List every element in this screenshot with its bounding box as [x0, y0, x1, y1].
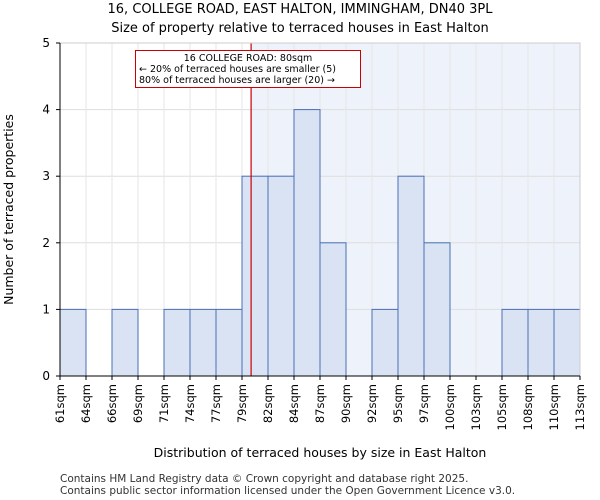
property-annotation-box: 16 COLLEGE ROAD: 80sqm ← 20% of terraced… — [135, 50, 361, 88]
y-tick-label: 1 — [42, 302, 50, 316]
x-tick-label: 74sqm — [183, 384, 197, 423]
histogram-bar — [59, 308, 87, 377]
x-tick-label: 71sqm — [157, 384, 171, 423]
histogram-bar — [163, 308, 191, 377]
y-tick-label: 3 — [42, 169, 50, 183]
y-tick-label: 4 — [42, 103, 50, 117]
x-tick-label: 69sqm — [131, 384, 145, 423]
x-tick-label: 77sqm — [209, 384, 223, 423]
chart-title-line2: Size of property relative to terraced ho… — [111, 21, 489, 36]
annotation-property-size: 16 COLLEGE ROAD: 80sqm — [183, 53, 313, 64]
x-tick-label: 92sqm — [365, 384, 379, 423]
histogram-bar — [241, 175, 269, 377]
y-axis-title: Number of terraced properties — [1, 114, 16, 305]
x-tick-label: 108sqm — [521, 384, 535, 430]
x-tick-label: 90sqm — [339, 384, 353, 423]
footer-copyright: Contains HM Land Registry data © Crown c… — [60, 473, 469, 485]
histogram-bar — [189, 308, 217, 377]
chart-title: 16, COLLEGE ROAD, EAST HALTON, IMMINGHAM… — [0, 0, 600, 38]
x-tick-label: 61sqm — [53, 384, 67, 423]
y-tick-label: 5 — [42, 36, 50, 50]
histogram-bar — [293, 109, 321, 377]
histogram-bar — [397, 175, 425, 377]
annotation-smaller-share: ← 20% of terraced houses are smaller (5) — [139, 64, 336, 75]
histogram-bar — [319, 242, 347, 377]
footer-licence: Contains public sector information licen… — [60, 485, 516, 497]
y-tick-label: 2 — [42, 236, 50, 250]
histogram-bar — [215, 308, 243, 377]
x-axis-title: Distribution of terraced houses by size … — [154, 445, 487, 460]
histogram-bar — [501, 308, 529, 377]
x-tick-label: 105sqm — [495, 384, 509, 430]
histogram-bar — [371, 308, 399, 377]
x-tick-label: 97sqm — [417, 384, 431, 423]
x-tick-label: 84sqm — [287, 384, 301, 423]
x-tick-label: 113sqm — [573, 384, 587, 430]
x-tick-label: 79sqm — [235, 384, 249, 423]
chart-title-line1: 16, COLLEGE ROAD, EAST HALTON, IMMINGHAM… — [107, 2, 493, 17]
histogram-bar — [267, 175, 295, 377]
x-tick-label: 87sqm — [313, 384, 327, 423]
histogram-bar — [111, 308, 139, 377]
x-tick-label: 66sqm — [105, 384, 119, 423]
x-tick-label: 110sqm — [547, 384, 561, 430]
x-tick-label: 100sqm — [443, 384, 457, 430]
x-tick-label: 95sqm — [391, 384, 405, 423]
annotation-larger-share: 80% of terraced houses are larger (20) → — [139, 75, 335, 86]
x-tick-label: 82sqm — [261, 384, 275, 423]
histogram-bar — [553, 308, 581, 377]
x-tick-label: 64sqm — [79, 384, 93, 423]
histogram-bar — [527, 308, 555, 377]
histogram-bar — [423, 242, 451, 377]
x-tick-label: 103sqm — [469, 384, 483, 430]
y-tick-label: 0 — [42, 369, 50, 383]
